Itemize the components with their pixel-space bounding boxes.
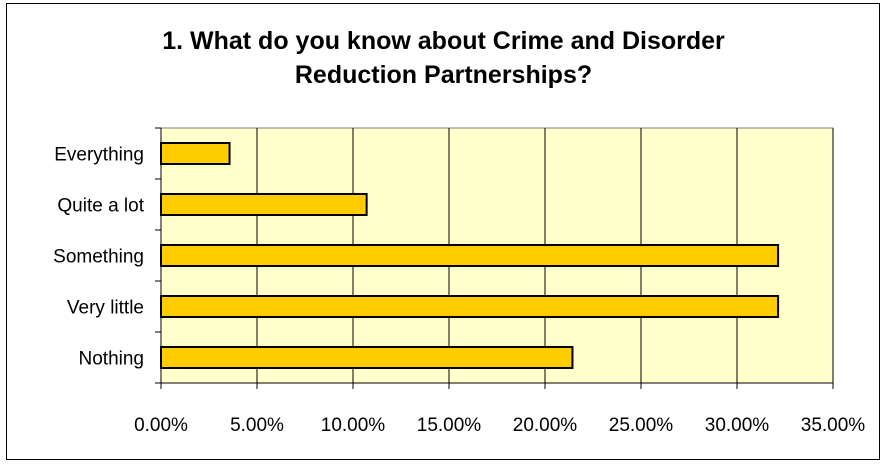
x-tick-label: 25.00%	[609, 415, 674, 436]
category-label: Nothing	[79, 349, 145, 370]
bar-quite-a-lot	[160, 193, 368, 216]
chart-title: 1. What do you know about Crime and Diso…	[162, 27, 725, 89]
x-tick-label: 5.00%	[230, 415, 284, 436]
bars	[160, 142, 780, 369]
category-label: Very little	[67, 298, 144, 319]
bar-everything	[160, 142, 231, 165]
x-tick-label: 20.00%	[513, 415, 578, 436]
category-label: Everything	[54, 145, 144, 166]
labels: Everything Quite a lot Something Very littl…	[53, 145, 865, 437]
category-label: Something	[53, 247, 144, 268]
bar-very-little	[160, 295, 780, 318]
x-tick-label: 30.00%	[705, 415, 770, 436]
x-tick-label: 0.00%	[134, 415, 188, 436]
x-tick-label: 35.00%	[801, 415, 866, 436]
x-tick-label: 10.00%	[321, 415, 386, 436]
axes	[155, 127, 834, 389]
x-tick-label: 15.00%	[417, 415, 482, 436]
bar-nothing	[160, 346, 574, 369]
category-label: Quite a lot	[57, 196, 144, 217]
bar-something	[160, 244, 780, 267]
